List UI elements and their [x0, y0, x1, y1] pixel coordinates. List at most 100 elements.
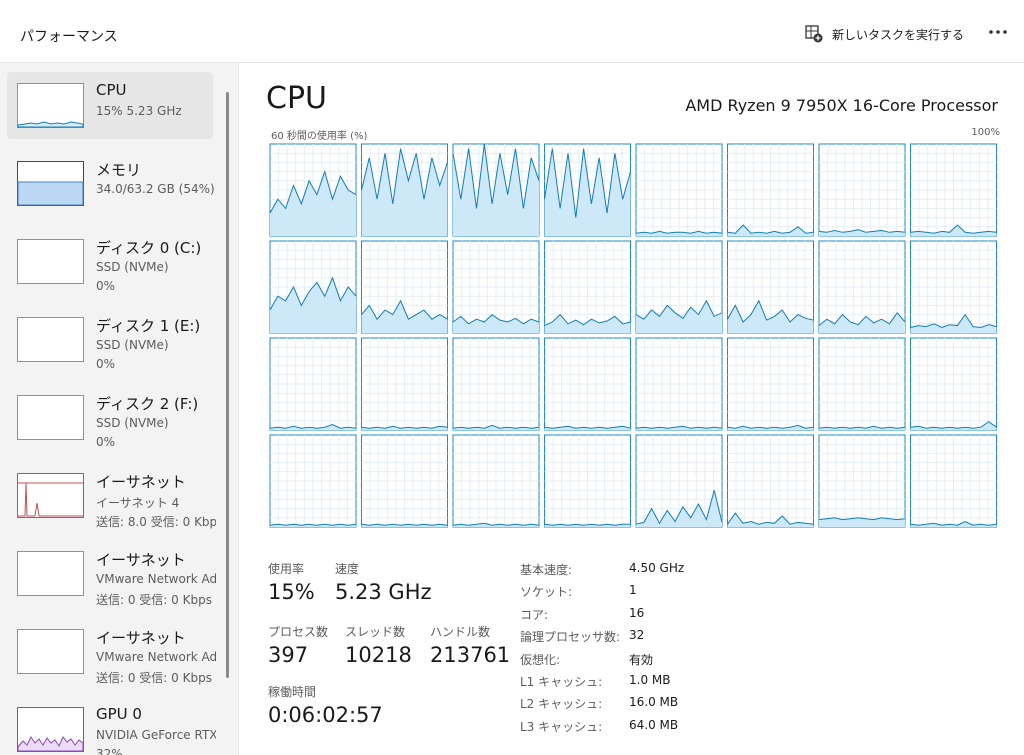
sidebar-item-detail: 送信: 0 受信: 0 Kbps	[96, 671, 212, 685]
spec-value: 64.0 MB	[629, 717, 679, 732]
stat-value: 15%	[268, 580, 315, 604]
sidebar-item[interactable]: ディスク 0 (C:) SSD (NVMe) 0%	[7, 228, 213, 295]
thumb-frame	[17, 395, 84, 440]
sidebar-item-detail: 0%	[96, 279, 116, 293]
thumb-graph	[18, 482, 83, 517]
core-line	[727, 512, 814, 525]
sidebar-item-detail: VMware Network Ad	[96, 650, 216, 664]
core-line	[727, 224, 814, 234]
page-title: パフォーマンス	[20, 29, 118, 45]
spec-value: 32	[629, 628, 645, 643]
thumb-frame	[17, 317, 84, 362]
sidebar-item[interactable]: ディスク 1 (E:) SSD (NVMe) 0%	[7, 306, 213, 373]
core-area	[361, 148, 448, 236]
run-task-icon[interactable]	[805, 25, 823, 43]
core-line	[361, 299, 448, 321]
core-line	[910, 421, 997, 429]
core-area	[544, 314, 631, 333]
sidebar-item-detail: SSD (NVMe)	[96, 260, 169, 274]
stat-value: 213761	[430, 643, 511, 667]
spec-value: 1	[629, 583, 637, 598]
stat-value: 397	[268, 643, 309, 667]
sidebar-item-name: メモリ	[96, 161, 142, 179]
stat-value: 0:06:02:57	[268, 703, 383, 727]
sidebar-item[interactable]: メモリ 34.0/63.2 GB (54%)	[7, 150, 215, 217]
core-line	[910, 520, 997, 526]
core-line	[269, 523, 357, 526]
thumb-frame	[17, 473, 84, 518]
more-button[interactable]	[988, 28, 1008, 36]
thumbnail	[17, 707, 84, 752]
stat-label: プロセス数	[268, 625, 329, 639]
core-line	[910, 224, 997, 234]
graph-max: 100%	[971, 127, 1000, 138]
sidebar-item-name: イーサネット	[96, 473, 186, 491]
spec-label: コア:	[520, 607, 549, 622]
core-line	[635, 425, 723, 429]
spec-label: 基本速度:	[520, 563, 573, 577]
core-area	[727, 513, 814, 527]
sidebar-item-detail: 送信: 0 受信: 0 Kbps	[96, 593, 212, 607]
core-line	[361, 148, 448, 204]
core-line	[544, 313, 631, 327]
core-line	[544, 425, 631, 429]
core-area	[361, 300, 448, 333]
sidebar-item[interactable]: ディスク 2 (F:) SSD (NVMe) 0%	[7, 384, 213, 451]
thumb-fill	[17, 181, 84, 206]
core-graphs	[269, 143, 997, 528]
core-area	[636, 300, 722, 333]
thumbnail	[17, 83, 84, 128]
sidebar-item-detail: イーサネット 4	[96, 496, 180, 510]
sidebar-item[interactable]: イーサネット イーサネット 4 送信: 8.0 受信: 0 Kbps	[7, 462, 216, 529]
spec-value: 16	[629, 605, 645, 620]
spec-label: L3 キャッシュ:	[520, 719, 603, 734]
scrollbar	[226, 92, 229, 678]
core-line	[544, 523, 631, 526]
thumbnail	[17, 629, 84, 674]
sidebar-item[interactable]: イーサネット VMware Network Ad 送信: 0 受信: 0 Kbps	[7, 618, 216, 685]
core-line	[361, 425, 448, 429]
sidebar-item[interactable]: イーサネット VMware Network Ad 送信: 0 受信: 0 Kbps	[7, 540, 216, 607]
core-area	[819, 312, 905, 333]
sidebar-item[interactable]: GPU 0 NVIDIA GeForce RTX 32%	[7, 696, 216, 755]
sidebar-item-name: ディスク 0 (C:)	[96, 239, 202, 257]
sidebar-item-name: ディスク 1 (E:)	[96, 317, 201, 335]
sidebar-item-detail: SSD (NVMe)	[96, 338, 169, 352]
sidebar: CPU 15% 5.23 GHz メモリ 34.0/63.2 GB (54%) ディスク…	[0, 63, 222, 755]
sidebar-item-detail: VMware Network Ad	[96, 572, 216, 586]
core-line	[635, 299, 723, 320]
core-line	[452, 143, 540, 209]
thumbnail	[17, 317, 84, 362]
main-panel: CPU AMD Ryzen 9 7950X 16-Core Processor …	[238, 63, 1024, 755]
spec-value: 1.0 MB	[629, 673, 671, 687]
sidebar-item-name: CPU	[96, 81, 127, 99]
stat-label: 稼働時間	[268, 685, 317, 699]
run-task-button[interactable]: 新しいタスクを実行する	[832, 28, 965, 42]
sidebar-item[interactable]: CPU 15% 5.23 GHz	[7, 72, 213, 139]
thumbnail	[17, 473, 84, 518]
core-line	[269, 276, 357, 311]
thumb-graph	[17, 121, 84, 128]
core-line	[269, 169, 357, 214]
core-line	[452, 424, 540, 429]
thumbnail	[17, 395, 84, 440]
core-line	[544, 148, 631, 218]
core-line	[361, 523, 448, 526]
thumb-frame	[17, 83, 84, 128]
sidebar-item-detail: 32%	[96, 747, 123, 755]
core-area	[270, 277, 356, 333]
core-area	[910, 314, 997, 333]
panel-title: CPU	[266, 81, 327, 116]
core-line	[818, 229, 906, 233]
sidebar-item-detail: 0%	[96, 435, 116, 449]
spec-value: 4.50 GHz	[629, 561, 685, 575]
spec-label: ソケット:	[520, 585, 573, 600]
thumbnail	[17, 239, 84, 284]
core-line	[910, 313, 997, 329]
core-line	[635, 490, 723, 525]
spec-label: 仮想化:	[520, 652, 561, 667]
graph-label: 60 秒間の使用率 (%)	[271, 131, 368, 142]
core-line	[269, 423, 357, 429]
